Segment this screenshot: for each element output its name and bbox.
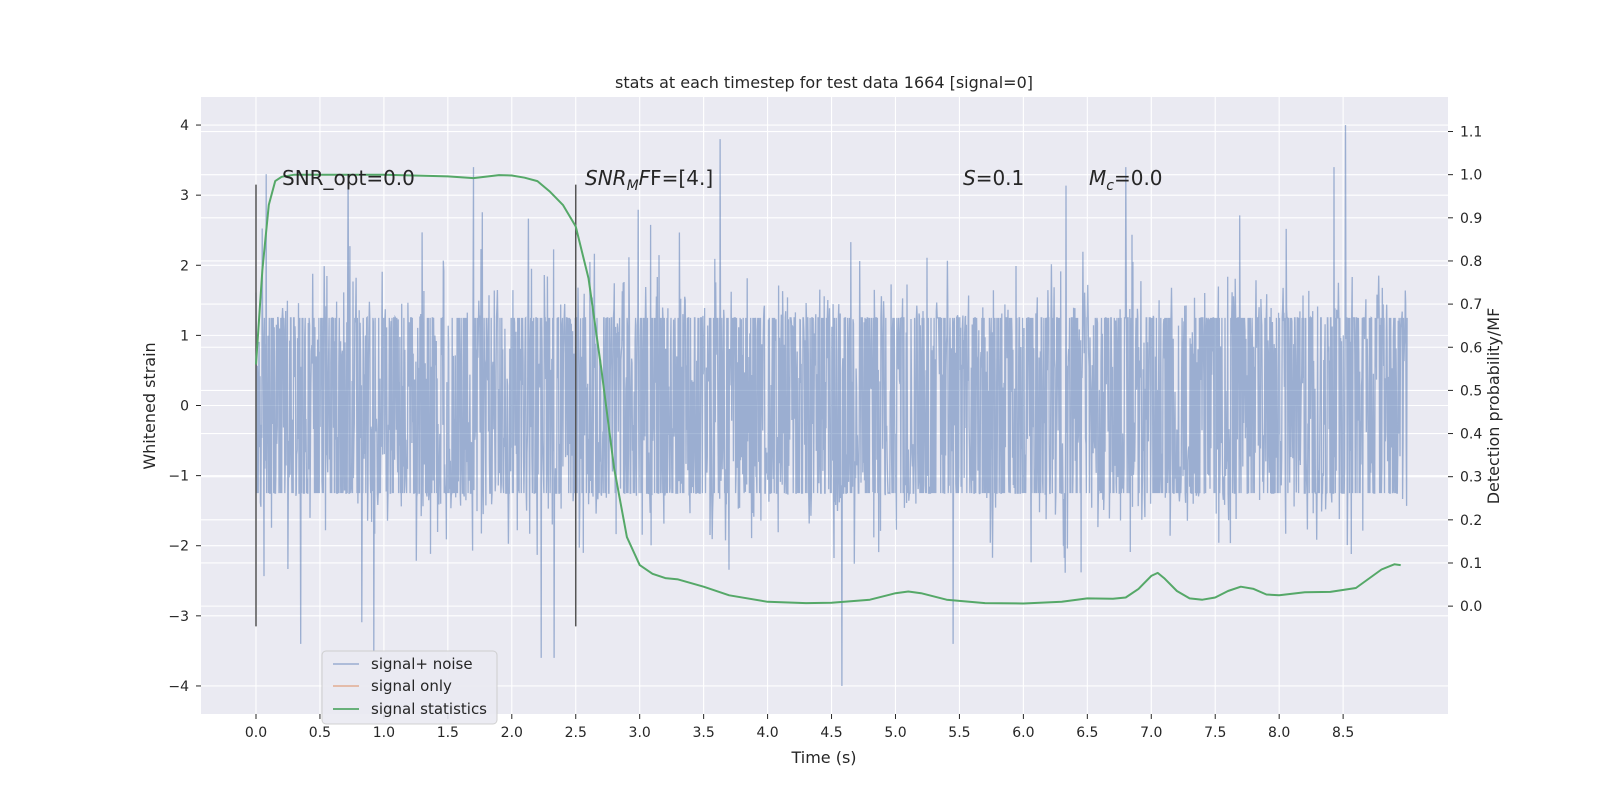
x-tick-label-12: 6.0	[1012, 725, 1034, 741]
x-tick-label-10: 5.0	[884, 725, 906, 741]
axis-ticks: 0.0 0.5 1.0 1.5 2.0 2.5 3.0 3.5 4.0 4.5 5.0 5.5 6.0 6…	[168, 118, 1482, 741]
x-tick-label-2: 1.0	[373, 725, 395, 741]
y-axis-title: Whitened strain	[140, 342, 159, 469]
legend-label-signal-noise: signal+ noise	[371, 655, 473, 673]
y2-tick-label-6: 0.6	[1460, 340, 1482, 356]
y-tick-label-8: 4	[180, 118, 189, 134]
annotation-snr-mf: SNRMFF=[4.]	[585, 166, 713, 194]
x-tick-label-4: 2.0	[501, 725, 523, 741]
x-tick-label-8: 4.0	[756, 725, 778, 741]
y2-tick-label-7: 0.7	[1460, 297, 1482, 313]
x-tick-label-11: 5.5	[948, 725, 970, 741]
y2-tick-label-0: 0.0	[1460, 599, 1482, 615]
x-tick-label-15: 7.5	[1204, 725, 1226, 741]
x-tick-label-17: 8.5	[1332, 725, 1354, 741]
y-tick-label-7: 3	[180, 188, 189, 204]
y-tick-label-2: −2	[168, 539, 189, 555]
x-tick-label-1: 0.5	[309, 725, 331, 741]
x-tick-label-9: 4.5	[820, 725, 842, 741]
y2-tick-label-8: 0.8	[1460, 254, 1482, 270]
y-tick-label-6: 2	[180, 258, 189, 274]
annotation-snr-mf-value: F=[4.]	[650, 166, 713, 190]
annotation-snr-opt: SNR_opt=0.0	[282, 166, 415, 190]
series-signal-noise	[255, 124, 1408, 687]
legend-item-signal-statistics: signal statistics	[333, 700, 487, 718]
y2-tick-label-10: 1.0	[1460, 168, 1482, 184]
y2-tick-label-3: 0.3	[1460, 470, 1482, 486]
annotation-s: S=0.1	[963, 166, 1024, 190]
line-signal-noise	[255, 124, 1408, 687]
x-tick-label-13: 6.5	[1076, 725, 1098, 741]
y2-tick-label-4: 0.4	[1460, 427, 1482, 443]
y-tick-label-3: −1	[168, 469, 189, 485]
x-tick-label-3: 1.5	[437, 725, 459, 741]
y2-tick-label-9: 0.9	[1460, 211, 1482, 227]
y2-tick-label-11: 1.1	[1460, 125, 1482, 141]
y-tick-label-1: −3	[168, 609, 189, 625]
y2-tick-label-5: 0.5	[1460, 383, 1482, 399]
y-tick-label-0: −4	[168, 679, 189, 695]
y-tick-label-5: 1	[180, 328, 189, 344]
chart-title: stats at each timestep for test data 166…	[615, 73, 1033, 92]
x-tick-label-7: 3.5	[693, 725, 715, 741]
legend-box	[321, 650, 498, 725]
legend: signal+ noise signal only signal statist…	[321, 650, 498, 725]
legend-item-signal-noise: signal+ noise	[333, 655, 473, 673]
legend-item-signal-only: signal only	[333, 677, 452, 695]
y2-tick-label-1: 0.1	[1460, 556, 1482, 572]
legend-label-signal-statistics: signal statistics	[371, 700, 487, 718]
x-tick-label-5: 2.5	[565, 725, 587, 741]
x-tick-label-0: 0.0	[245, 725, 267, 741]
x-axis-title: Time (s)	[790, 748, 856, 767]
annotation-mc: Mc=0.0	[1089, 166, 1163, 194]
x-tick-label-14: 7.0	[1140, 725, 1162, 741]
annotations: SNR_opt=0.0 SNRMFF=[4.] S=0.1 Mc=0.0	[282, 166, 1163, 194]
legend-label-signal-only: signal only	[371, 677, 452, 695]
y2-tick-label-2: 0.2	[1460, 513, 1482, 529]
line-signal-statistics	[255, 173, 1401, 605]
series-signal-statistics	[255, 173, 1401, 605]
y-tick-label-4: 0	[180, 399, 189, 415]
x-tick-label-16: 8.0	[1268, 725, 1290, 741]
y2-axis-title: Detection probability/MF	[1484, 308, 1503, 505]
marker-lines	[255, 184, 577, 627]
x-tick-label-6: 3.0	[629, 725, 651, 741]
